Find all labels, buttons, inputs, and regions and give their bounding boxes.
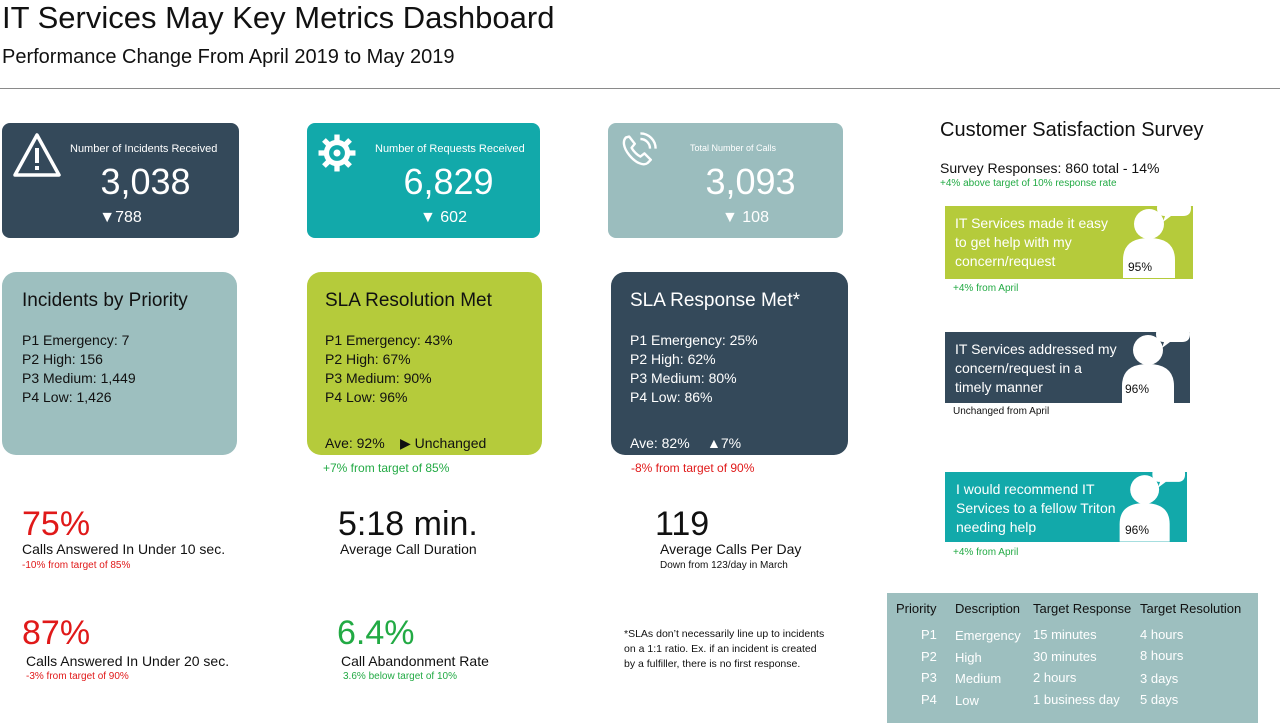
sla-response-line: P1 Emergency: 25% — [630, 332, 758, 348]
table-cell: P2 — [921, 649, 937, 664]
kpi-calls-label: Total Number of Calls — [690, 143, 777, 153]
table-cell: Low — [955, 693, 979, 708]
table-cell: 8 hours — [1140, 648, 1184, 663]
table-cell: 5 days — [1140, 692, 1179, 707]
sla-resolution-average: Ave: 92% — [325, 435, 385, 451]
sla-resolution-line: P2 High: 67% — [325, 351, 411, 367]
survey-item-note: Unchanged from April — [953, 406, 1050, 417]
footnote-line: by a fulfiller, there is no first respon… — [624, 658, 801, 670]
priority-targets-table: Priority Description Target Response Tar… — [887, 593, 1258, 723]
table-cell: Medium — [955, 671, 1002, 686]
survey-item-percent: 95% — [1128, 260, 1153, 274]
calls-per-day-label: Average Calls Per Day — [660, 541, 802, 557]
incidents-priority-line: P2 High: 156 — [22, 351, 103, 367]
sla-response-line: P3 Medium: 80% — [630, 370, 737, 386]
survey-item: IT Services addressed my concern/request… — [945, 326, 1190, 404]
gear-icon — [318, 134, 356, 172]
calls-10sec-value: 75% — [22, 505, 91, 543]
sla-response-note: -8% from target of 90% — [631, 461, 755, 475]
table-cell: 2 hours — [1033, 670, 1077, 685]
table-header: Description — [955, 601, 1021, 616]
calls-10sec-note: -10% from target of 85% — [22, 560, 131, 571]
survey-item-note: +4% from April — [953, 547, 1019, 558]
table-cell: 3 days — [1140, 671, 1179, 686]
calls-10sec-label: Calls Answered In Under 10 sec. — [22, 541, 226, 557]
sla-response-average: Ave: 82% — [630, 435, 690, 451]
sla-resolution-note: +7% from target of 85% — [323, 461, 450, 475]
survey-item-text: I would recommend IT Services to a fello… — [956, 481, 1116, 535]
kpi-calls-value: 3,093 — [705, 161, 796, 202]
incidents-priority-line: P1 Emergency: 7 — [22, 332, 130, 348]
calls-per-day-note: Down from 123/day in March — [660, 560, 788, 571]
page-title: IT Services May Key Metrics Dashboard — [2, 0, 555, 35]
sla-response-line: P4 Low: 86% — [630, 389, 713, 405]
survey-item-text: IT Services addressed my concern/request… — [955, 341, 1117, 395]
footnote-line: on a 1:1 ratio. Ex. if an incident is cr… — [624, 643, 817, 655]
table-cell: P1 — [921, 627, 937, 642]
table-header: Priority — [896, 601, 937, 616]
person-icon — [1123, 200, 1191, 278]
page-subtitle: Performance Change From April 2019 to Ma… — [2, 46, 455, 68]
table-cell: 1 business day — [1033, 692, 1120, 707]
kpi-calls-change: ▼ 108 — [722, 209, 769, 226]
kpi-requests-label: Number of Requests Received — [375, 143, 525, 155]
sla-response-title: SLA Response Met* — [630, 290, 801, 311]
table-cell: Emergency — [955, 628, 1021, 643]
table-cell: 4 hours — [1140, 627, 1184, 642]
table-header: Target Resolution — [1140, 601, 1242, 616]
table-header: Target Response — [1033, 601, 1132, 616]
kpi-incidents-card: Number of Incidents Received 3,038 ▼788 — [2, 123, 239, 238]
incidents-priority-line: P4 Low: 1,426 — [22, 389, 112, 405]
kpi-incidents-change: ▼788 — [99, 209, 142, 226]
survey-item: I would recommend IT Services to a fello… — [945, 466, 1187, 542]
calls-per-day-value: 119 — [655, 505, 710, 543]
sla-resolution-line: P4 Low: 96% — [325, 389, 408, 405]
sla-resolution-box: SLA Resolution Met P1 Emergency: 43% P2 … — [307, 272, 542, 455]
kpi-incidents-value: 3,038 — [100, 161, 191, 202]
sla-resolution-trend: ▶ Unchanged — [400, 435, 487, 451]
table-cell: 15 minutes — [1033, 627, 1097, 642]
sla-resolution-title: SLA Resolution Met — [325, 290, 492, 311]
calls-20sec-note: -3% from target of 90% — [26, 671, 129, 682]
calls-20sec-value: 87% — [22, 614, 91, 652]
kpi-incidents-label: Number of Incidents Received — [70, 143, 218, 155]
sla-response-box: SLA Response Met* P1 Emergency: 25% P2 H… — [611, 272, 848, 455]
abandon-rate-note: 3.6% below target of 10% — [343, 671, 457, 682]
survey-item-text: IT Services made it easy to get help wit… — [955, 215, 1109, 269]
survey-responses-note: +4% above target of 10% response rate — [940, 178, 1117, 189]
header-divider — [0, 88, 1280, 89]
abandon-rate-label: Call Abandonment Rate — [341, 653, 489, 669]
incidents-priority-title: Incidents by Priority — [22, 290, 188, 311]
table-cell: 30 minutes — [1033, 649, 1097, 664]
table-cell: P3 — [921, 670, 937, 685]
kpi-calls-card: Total Number of Calls 3,093 ▼ 108 — [608, 123, 843, 238]
survey-item-note: +4% from April — [953, 283, 1019, 294]
table-cell: High — [955, 650, 982, 665]
survey-item-percent: 96% — [1125, 523, 1150, 537]
calls-20sec-label: Calls Answered In Under 20 sec. — [26, 653, 230, 669]
call-duration-value: 5:18 min. — [338, 505, 478, 543]
warning-icon — [13, 133, 61, 177]
footnote-line: *SLAs don’t necessarily line up to incid… — [624, 628, 825, 640]
table-cell: P4 — [921, 692, 937, 707]
survey-title: Customer Satisfaction Survey — [940, 119, 1204, 141]
survey-item: IT Services made it easy to get help wit… — [945, 200, 1193, 279]
sla-footnote: *SLAs don’t necessarily line up to incid… — [624, 627, 824, 672]
phone-icon — [622, 132, 657, 166]
sla-resolution-line: P1 Emergency: 43% — [325, 332, 453, 348]
sla-response-trend: ▲7% — [707, 435, 742, 451]
person-icon — [1122, 326, 1190, 404]
kpi-requests-value: 6,829 — [403, 161, 494, 202]
incidents-priority-line: P3 Medium: 1,449 — [22, 370, 136, 386]
kpi-requests-card: Number of Requests Received 6,829 ▼ 602 — [307, 123, 540, 238]
abandon-rate-value: 6.4% — [337, 614, 415, 652]
kpi-requests-change: ▼ 602 — [420, 209, 467, 226]
sla-response-line: P2 High: 62% — [630, 351, 716, 367]
person-icon — [1119, 466, 1186, 542]
incidents-priority-box: Incidents by Priority P1 Emergency: 7 P2… — [2, 272, 237, 455]
survey-item-percent: 96% — [1125, 382, 1150, 396]
call-duration-label: Average Call Duration — [340, 541, 477, 557]
sla-resolution-line: P3 Medium: 90% — [325, 370, 432, 386]
survey-responses: Survey Responses: 860 total - 14% — [940, 160, 1160, 176]
